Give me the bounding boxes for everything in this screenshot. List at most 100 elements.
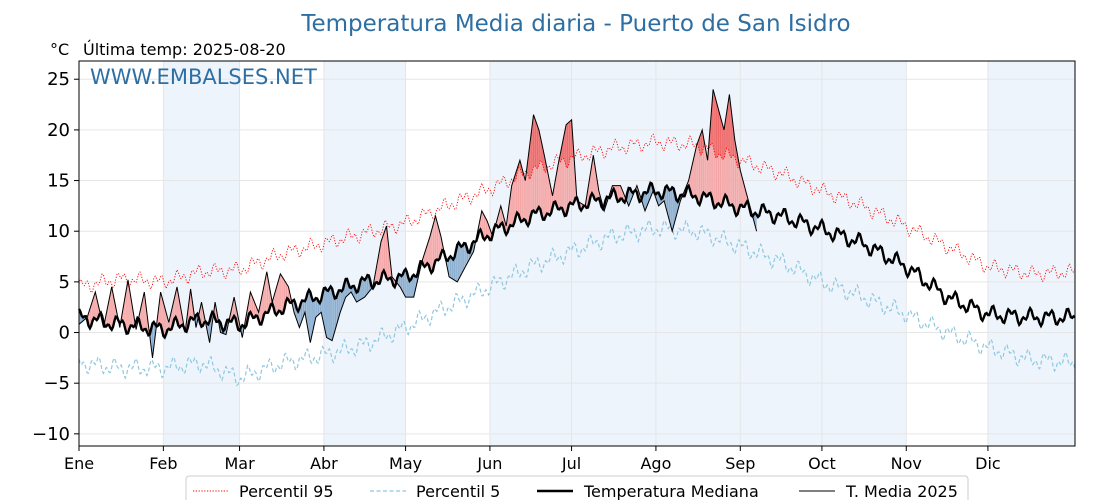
above-median-fill — [432, 223, 434, 271]
above-p95-fill — [568, 122, 569, 167]
below-median-fill — [298, 308, 300, 328]
above-p95-fill — [538, 129, 540, 165]
above-p95-fill — [700, 131, 702, 155]
above-median-fill — [252, 297, 254, 318]
above-median-fill — [265, 275, 267, 313]
below-median-fill — [629, 187, 631, 205]
above-median-fill — [738, 162, 740, 210]
above-median-fill — [547, 168, 548, 214]
above-median-fill — [425, 248, 426, 267]
above-median-fill — [434, 218, 435, 266]
above-p95-fill — [542, 145, 543, 166]
above-median-fill — [201, 302, 203, 327]
above-median-fill — [549, 178, 550, 216]
x-tick-label: Jul — [561, 454, 581, 473]
above-median-fill — [123, 299, 125, 326]
above-median-fill — [175, 289, 177, 319]
below-median-fill — [449, 256, 451, 278]
above-median-fill — [549, 182, 551, 216]
above-median-fill — [513, 179, 514, 226]
above-median-fill — [251, 295, 253, 317]
above-p95-fill — [728, 98, 729, 152]
below-median-fill — [297, 310, 299, 324]
below-median-fill — [316, 297, 318, 317]
below-median-fill — [409, 280, 411, 298]
above-median-fill — [91, 300, 93, 324]
below-median-fill — [468, 252, 469, 262]
above-median-fill — [738, 159, 739, 212]
above-median-fill — [113, 293, 114, 327]
below-median-fill — [357, 291, 358, 302]
x-axis: Ene Feb Mar Abr May Jun Jul Ago Sep Oct Nov Dic — [64, 446, 1001, 473]
above-median-fill — [619, 185, 621, 200]
above-median-fill — [128, 279, 129, 334]
below-median-fill — [345, 278, 347, 298]
below-median-fill — [670, 188, 672, 229]
below-median-fill — [323, 287, 325, 329]
above-median-fill — [275, 287, 277, 315]
month-band — [987, 61, 1075, 446]
above-p95-fill — [563, 135, 565, 160]
above-p95-fill — [530, 136, 531, 180]
below-median-fill — [412, 275, 413, 298]
above-p95-fill — [722, 124, 724, 160]
above-median-fill — [486, 219, 488, 237]
above-median-fill — [162, 299, 164, 336]
below-median-fill — [327, 290, 328, 339]
below-median-fill — [413, 274, 414, 298]
below-median-fill — [460, 246, 462, 276]
below-median-fill — [324, 287, 326, 332]
y-axis: 25 20 15 10 5 0 −5 −10 — [32, 69, 79, 445]
above-median-fill — [743, 183, 745, 208]
month-band — [163, 61, 240, 446]
legend-label-p95: Percentil 95 — [239, 482, 334, 500]
above-median-fill — [482, 212, 484, 238]
below-median-fill — [404, 269, 406, 298]
above-p95-fill — [566, 124, 567, 168]
below-median-fill — [314, 299, 316, 324]
above-median-fill — [287, 284, 288, 299]
below-median-fill — [458, 242, 460, 280]
above-median-fill — [483, 214, 485, 240]
above-median-fill — [698, 137, 700, 205]
above-median-fill — [108, 300, 109, 325]
above-median-fill — [381, 237, 383, 276]
above-median-fill — [519, 160, 521, 221]
below-median-fill — [671, 187, 673, 232]
below-median-fill — [402, 272, 404, 294]
above-median-fill — [740, 170, 741, 205]
below-median-fill — [341, 290, 343, 309]
above-median-fill — [110, 290, 111, 330]
below-median-fill — [755, 213, 757, 232]
above-median-fill — [378, 252, 379, 285]
y-tick-label: −10 — [32, 424, 70, 445]
above-median-fill — [176, 286, 177, 321]
above-p95-fill — [532, 120, 533, 172]
above-median-fill — [498, 210, 500, 228]
above-median-fill — [266, 271, 268, 314]
above-median-fill — [619, 185, 620, 202]
below-median-fill — [313, 300, 315, 327]
above-median-fill — [562, 141, 563, 210]
above-median-fill — [436, 218, 437, 260]
above-median-fill — [383, 231, 385, 272]
above-p95-fill — [565, 124, 567, 167]
above-median-fill — [124, 295, 126, 330]
above-p95-fill — [532, 114, 534, 169]
below-median-fill — [451, 257, 453, 279]
above-median-fill — [513, 177, 515, 225]
above-median-fill — [96, 295, 97, 321]
y-tick-label: 25 — [47, 69, 70, 90]
above-median-fill — [97, 300, 98, 320]
legend-label-current: T. Media 2025 — [845, 482, 958, 500]
above-p95-fill — [531, 125, 533, 176]
above-median-fill — [385, 226, 387, 278]
above-median-fill — [130, 292, 131, 327]
below-median-fill — [330, 286, 331, 340]
above-median-fill — [557, 165, 558, 210]
above-median-fill — [695, 148, 697, 197]
above-median-fill — [693, 156, 694, 198]
above-median-fill — [380, 241, 382, 282]
month-band — [740, 61, 822, 446]
above-median-fill — [511, 183, 513, 227]
